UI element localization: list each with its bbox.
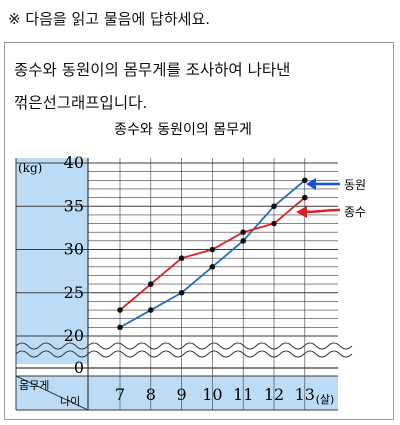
data-point-donwon bbox=[178, 289, 185, 296]
y-tick-label: 40 bbox=[64, 153, 84, 172]
y-tick-label: 20 bbox=[64, 326, 84, 345]
data-point-jongsu bbox=[240, 229, 246, 235]
legend-arrowhead-donwon bbox=[306, 178, 316, 190]
x-tick-label: 12 bbox=[264, 385, 284, 404]
y-tick-label: 35 bbox=[64, 196, 84, 215]
legend-jongsu: 종수 bbox=[296, 205, 366, 219]
description-line-1: 종수와 동원이의 몸무게를 조사하여 나타낸 bbox=[14, 61, 291, 79]
chart-title: 종수와 동원이의 몸무게 bbox=[114, 122, 252, 138]
y-tick-label: 25 bbox=[64, 283, 84, 302]
legend-arrowhead-jongsu bbox=[296, 206, 307, 218]
legend-donwon: 동원 bbox=[306, 178, 366, 192]
corner-label-bottom: 나이 bbox=[60, 395, 80, 408]
description-line-2: 꺾은선그래프입니다. bbox=[14, 94, 148, 112]
data-point-donwon bbox=[302, 177, 308, 184]
instruction-text: ※ 다음을 읽고 물음에 답하세요. bbox=[8, 10, 211, 28]
corner-label-top: 몸무게 bbox=[19, 379, 49, 392]
legend-label-jongsu: 종수 bbox=[344, 205, 366, 219]
data-point-jongsu bbox=[148, 281, 154, 287]
data-point-jongsu bbox=[271, 220, 277, 227]
data-point-donwon bbox=[148, 307, 154, 313]
data-point-jongsu bbox=[302, 194, 308, 201]
x-tick-label: 11 bbox=[233, 385, 253, 404]
axis-break-line bbox=[15, 350, 353, 358]
axis-break-line bbox=[15, 342, 353, 350]
x-tick-label: 9 bbox=[177, 385, 187, 404]
data-point-donwon bbox=[240, 238, 246, 244]
tick-labels: 0 20 25 30 35 40 7 8 9 10 11 12 13 bbox=[64, 153, 315, 404]
description-text: 종수와 동원이의 몸무게를 조사하여 나타낸 꺾은선그래프입니다. bbox=[14, 54, 384, 120]
x-tick-label: 13 bbox=[295, 385, 315, 404]
x-tick-label: 8 bbox=[146, 385, 156, 404]
y-unit-label: (kg) bbox=[18, 161, 42, 175]
axes bbox=[15, 158, 353, 411]
corner-diagonal bbox=[15, 375, 89, 411]
x-tick-label: 10 bbox=[202, 385, 222, 404]
y-axis-panel bbox=[16, 158, 88, 364]
legend-arrow-jongsu bbox=[303, 208, 341, 214]
y-tick-label: 30 bbox=[64, 240, 84, 259]
legend-label-donwon: 동원 bbox=[344, 178, 366, 192]
data-point-donwon bbox=[117, 324, 123, 331]
y-tick-label: 0 bbox=[74, 358, 84, 377]
x-unit-label: (살) bbox=[316, 393, 335, 406]
data-point-donwon bbox=[209, 264, 216, 270]
data-point-jongsu bbox=[117, 307, 123, 313]
data-point-jongsu bbox=[178, 255, 185, 261]
data-point-jongsu bbox=[209, 246, 216, 253]
data-point-donwon bbox=[271, 203, 277, 210]
x-tick-label: 7 bbox=[115, 385, 125, 404]
x-axis-panel bbox=[16, 376, 338, 410]
series-points bbox=[117, 177, 308, 331]
